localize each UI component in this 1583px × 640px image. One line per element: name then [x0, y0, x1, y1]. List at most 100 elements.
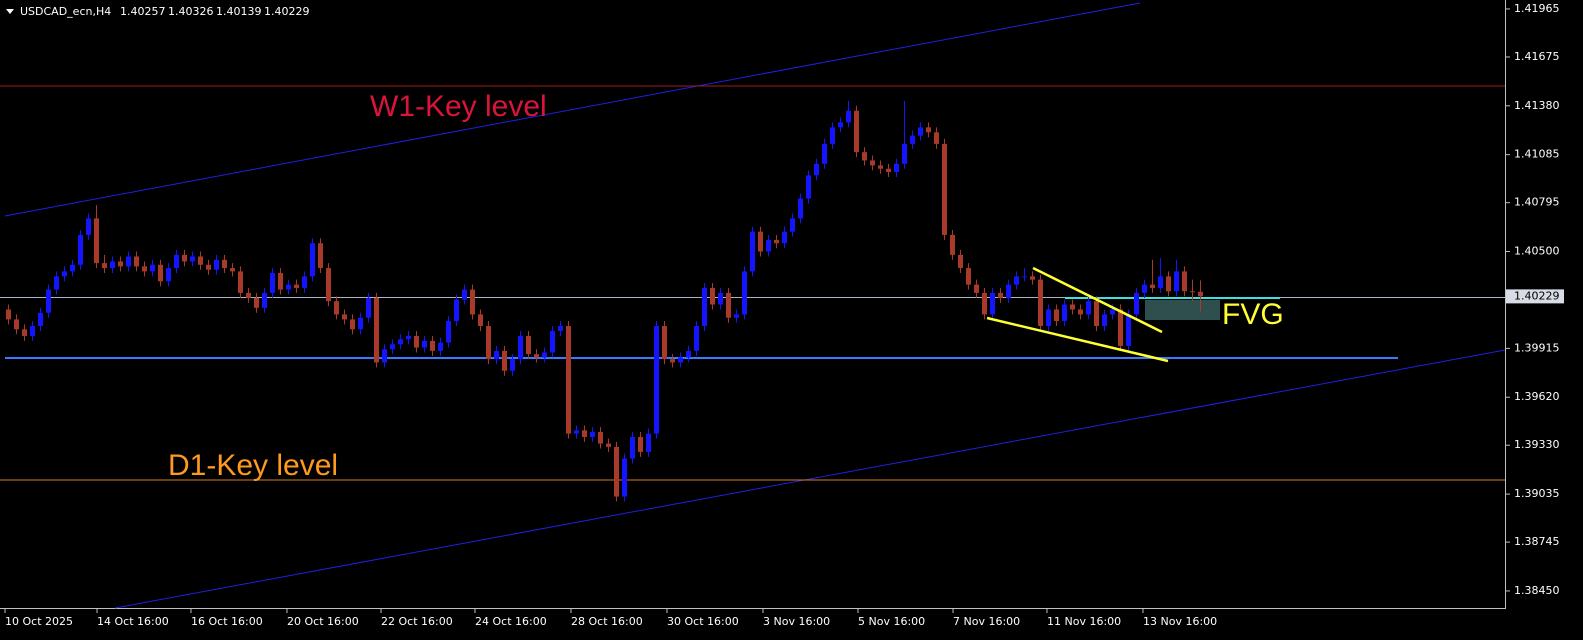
wedge-lower — [986, 316, 1169, 363]
candle-body — [46, 289, 51, 313]
candle-body — [254, 297, 259, 308]
header-open: 1.40257 — [120, 5, 166, 18]
candle-body — [118, 261, 123, 267]
candle-body — [1142, 284, 1147, 293]
candle-body — [54, 276, 59, 290]
symbol-title: USDCAD_ecn,H4 — [20, 5, 111, 18]
candle-body — [62, 271, 67, 277]
y-tick-label: 1.41965 — [1514, 2, 1560, 15]
candle-body — [70, 264, 75, 272]
price-tag — [1506, 289, 1564, 304]
candle-body — [982, 292, 987, 315]
candle-body — [78, 234, 83, 265]
candle-body — [870, 160, 875, 166]
y-tick-label: 1.40795 — [1514, 196, 1560, 209]
candle-body — [990, 292, 995, 315]
candle-body — [1150, 284, 1155, 288]
candle-body — [150, 264, 155, 272]
candle-body — [838, 122, 843, 128]
wedge-upper — [1032, 266, 1163, 334]
candle-body — [694, 326, 699, 351]
candle-body — [30, 326, 35, 336]
w1-label: W1-Key level — [370, 90, 547, 123]
candle-body — [710, 287, 715, 305]
candle-body — [1198, 291, 1203, 297]
candle-body — [814, 163, 819, 176]
candle-body — [1046, 309, 1051, 327]
y-tick-label: 1.40500 — [1514, 245, 1560, 258]
candle-body — [718, 292, 723, 305]
candle-body — [1070, 304, 1075, 310]
candle-body — [422, 340, 427, 348]
candle-body — [894, 163, 899, 173]
candle-body — [198, 256, 203, 265]
candle-body — [38, 312, 43, 327]
candle-body — [366, 297, 371, 318]
candle-body — [334, 301, 339, 315]
candle-body — [286, 284, 291, 290]
candle-body — [406, 335, 411, 340]
candle-body — [726, 292, 731, 318]
header-arrow — [6, 9, 14, 14]
candle-body — [1014, 276, 1019, 285]
candle-body — [382, 349, 387, 363]
candle-body — [142, 266, 147, 272]
candle-body — [222, 259, 227, 269]
x-tick-label: 5 Nov 16:00 — [858, 615, 925, 628]
candle-body — [358, 317, 363, 330]
candle-body — [1134, 292, 1139, 315]
candle-body — [598, 431, 603, 444]
candle-body — [510, 359, 515, 371]
candle-body — [798, 198, 803, 219]
candle-body — [854, 110, 859, 153]
candle-body — [646, 433, 651, 452]
candle-body — [1126, 314, 1131, 346]
candle-body — [438, 342, 443, 351]
candle-body — [502, 350, 507, 371]
candle-body — [558, 326, 563, 331]
x-tick-label: 20 Oct 16:00 — [287, 615, 359, 628]
candle-body — [654, 326, 659, 434]
candle-body — [942, 143, 947, 235]
candle-body — [190, 256, 195, 262]
candle-body — [6, 309, 11, 320]
candle-body — [238, 271, 243, 293]
candle-body — [926, 127, 931, 133]
candle-body — [1094, 301, 1099, 327]
candle-body — [374, 297, 379, 363]
candle-body — [774, 239, 779, 244]
x-tick-label: 11 Nov 16:00 — [1047, 615, 1121, 628]
candle-body — [582, 430, 587, 437]
candle-body — [230, 268, 235, 272]
candles — [6, 100, 1203, 502]
candle-body — [486, 326, 491, 360]
candle-body — [518, 335, 523, 360]
channel-lower — [114, 349, 1506, 609]
candle-body — [350, 319, 355, 330]
candle-body — [606, 443, 611, 447]
x-tick-label: 10 Oct 2025 — [5, 615, 73, 628]
candle-body — [574, 430, 579, 434]
candle-body — [134, 256, 139, 267]
candle-body — [790, 218, 795, 232]
fvg-label: FVG — [1222, 298, 1284, 331]
x-tick-label: 7 Nov 16:00 — [953, 615, 1020, 628]
candle-body — [110, 261, 115, 269]
candle-body — [958, 254, 963, 269]
candle-body — [398, 339, 403, 345]
candle-body — [246, 292, 251, 298]
x-tick-label: 14 Oct 16:00 — [97, 615, 169, 628]
candle-body — [734, 314, 739, 318]
candle-body — [94, 218, 99, 264]
candle-body — [566, 326, 571, 434]
candle-body — [470, 289, 475, 315]
y-tick-label: 1.38450 — [1514, 584, 1560, 597]
candle-body — [1174, 271, 1179, 292]
candle-body — [670, 359, 675, 363]
candle-body — [966, 268, 971, 285]
candle-body — [1038, 279, 1043, 327]
candle-body — [278, 273, 283, 290]
x-tick-label: 16 Oct 16:00 — [191, 615, 263, 628]
candle-body — [534, 354, 539, 358]
